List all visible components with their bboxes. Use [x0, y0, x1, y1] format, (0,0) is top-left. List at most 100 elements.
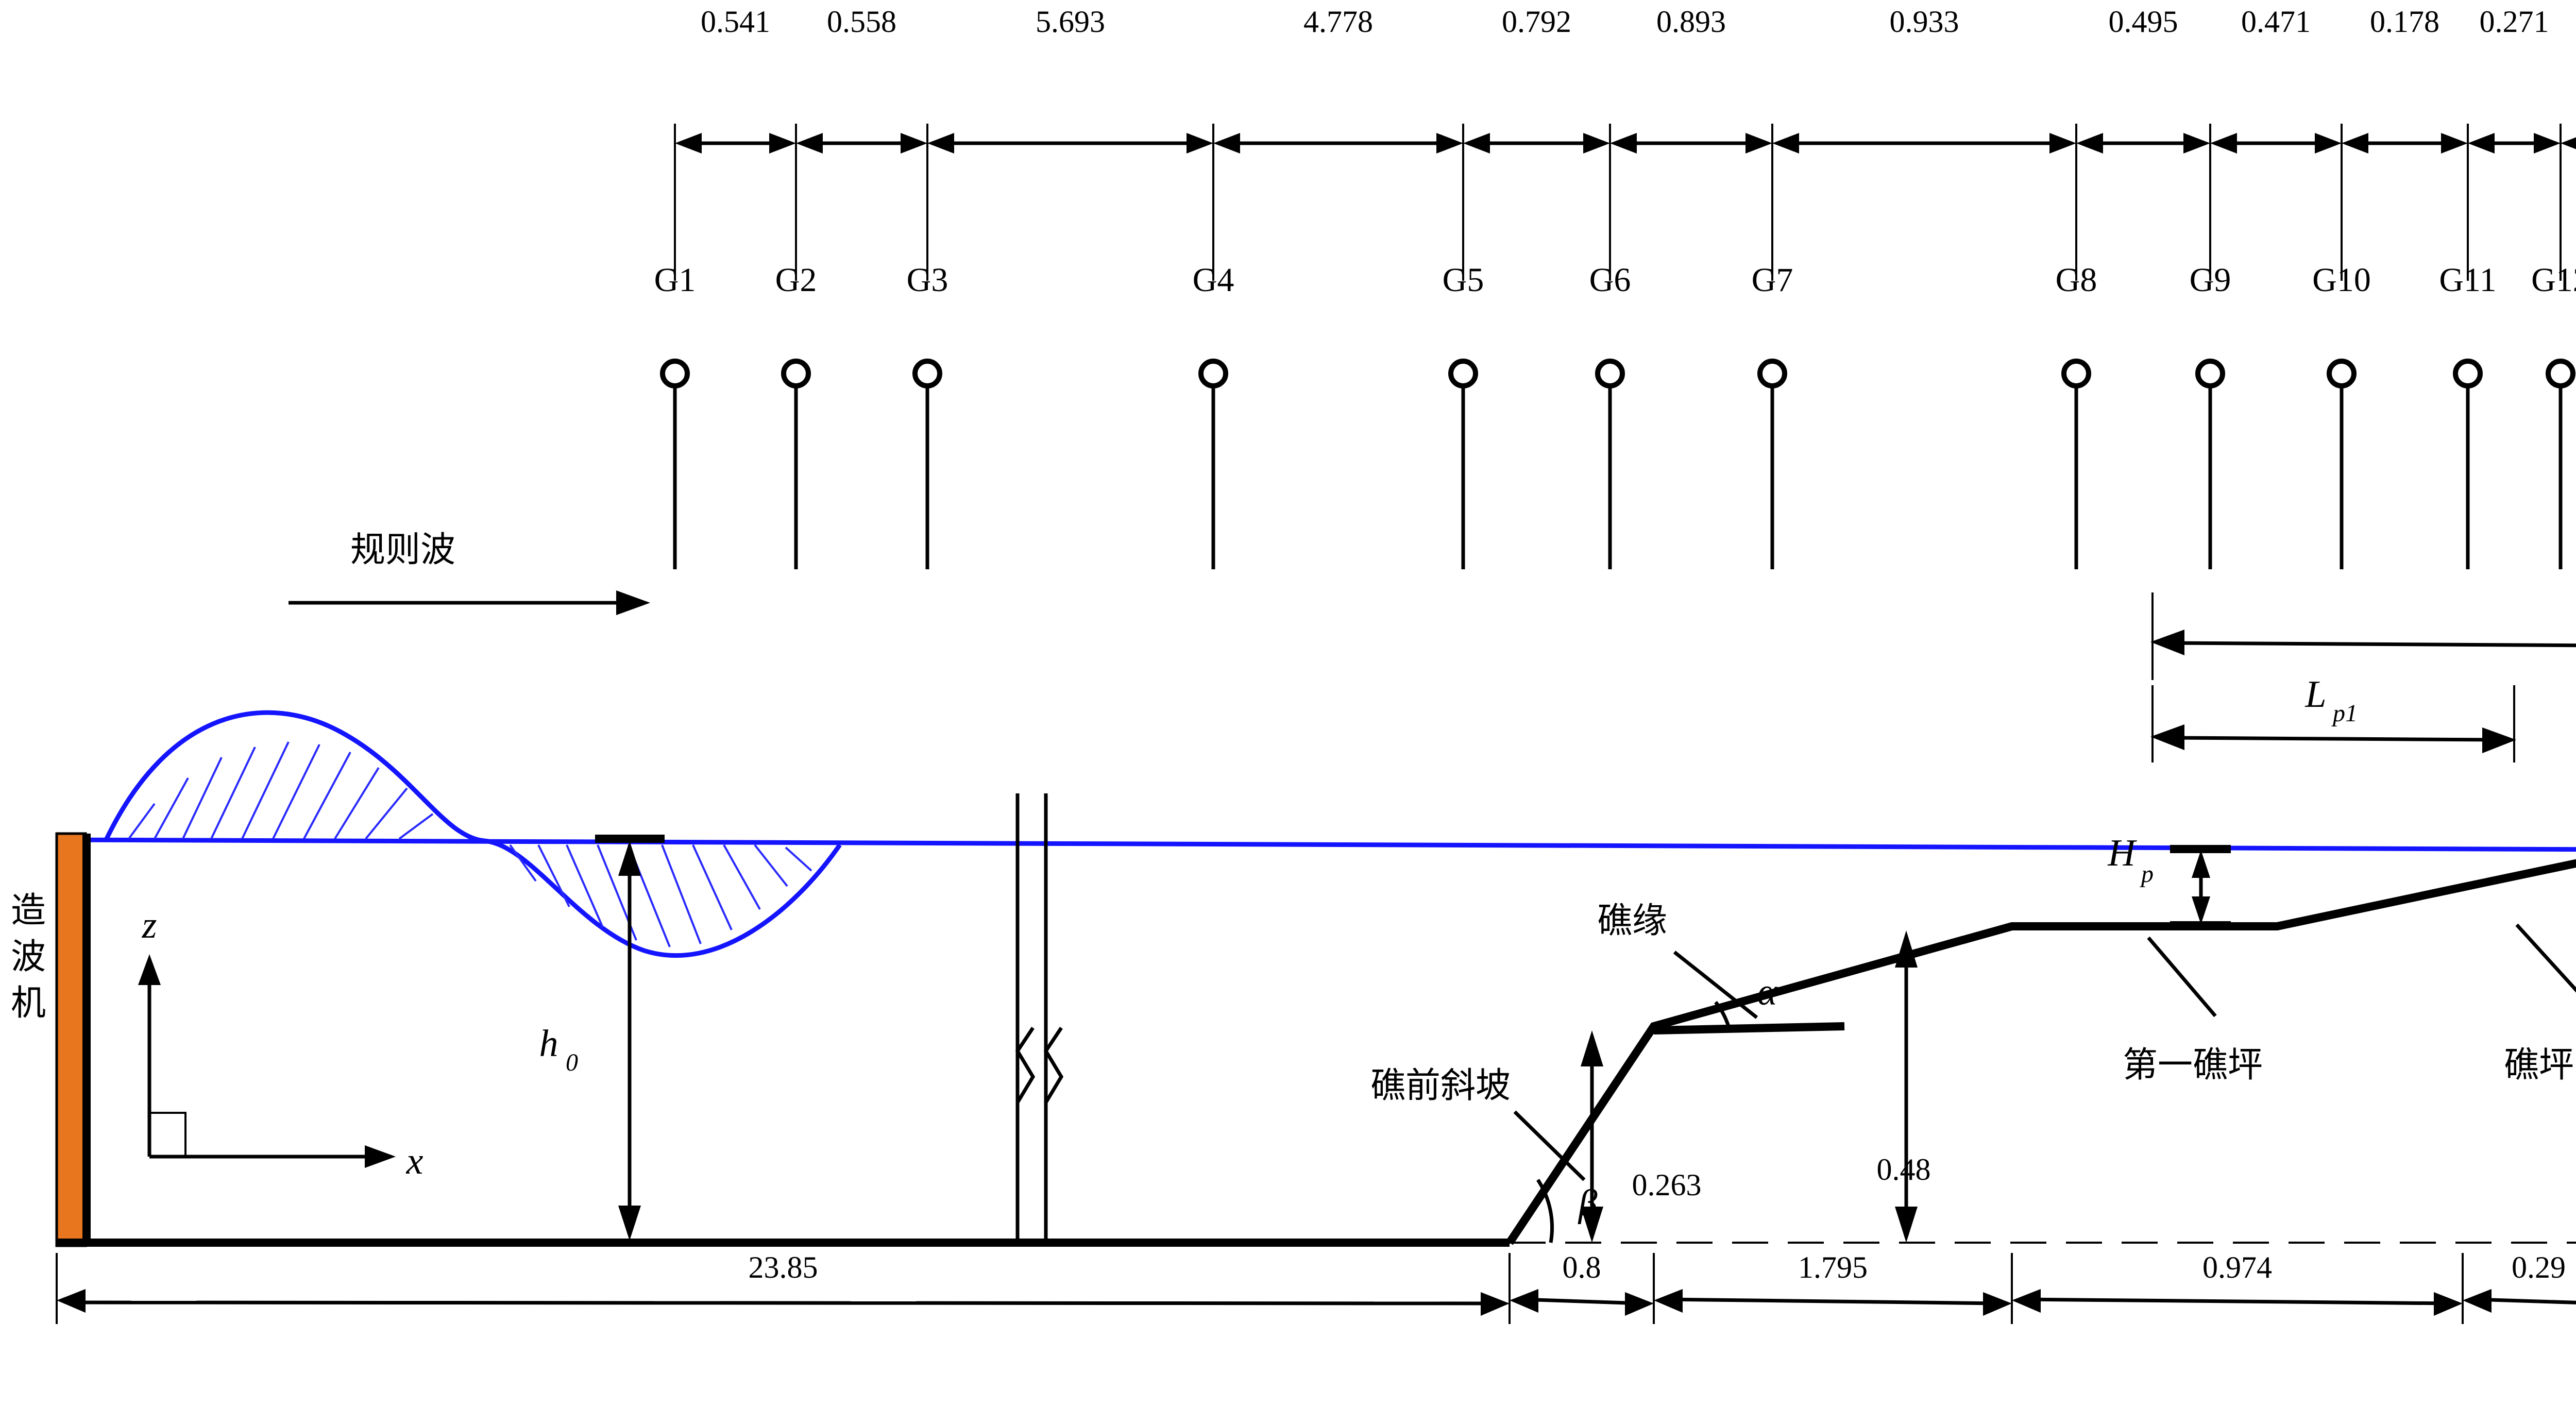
bottom-dim-value: 0.8: [1563, 1250, 1601, 1284]
wave-hatching: [128, 741, 812, 947]
top-dim-arrow-left: [2076, 133, 2103, 154]
top-dim-value: 0.792: [1502, 5, 1571, 39]
top-dim-arrow-right: [2315, 133, 2342, 154]
gauge-label-g5: G5: [1443, 261, 1484, 299]
coordinate-axes: [138, 954, 396, 1168]
reef-edge-label: 礁缘: [1597, 901, 1667, 941]
top-dim-value: 0.541: [701, 5, 770, 39]
Hp-dimension: [2170, 845, 2231, 929]
fore-reef-leader: [1513, 1110, 1586, 1181]
height-048-first-value: 0.48: [1877, 1152, 1931, 1186]
top-dim-arrow-right: [1583, 133, 1610, 154]
gauge-head-g3: [912, 359, 942, 388]
first-reef-flat-label: 第一礁坪: [2123, 1045, 2263, 1086]
top-dim-arrow-left: [1772, 133, 1799, 154]
bottom-dim-arrow-right: [2434, 1292, 2463, 1316]
top-dim-value: 0.558: [827, 5, 896, 39]
gauge-label-g4: G4: [1193, 261, 1234, 299]
top-dim-value: 0.893: [1656, 5, 1726, 39]
top-dim-value: 0.933: [1890, 5, 1959, 39]
top-dim-value: 5.693: [1036, 5, 1105, 39]
svg-text:机: 机: [11, 983, 46, 1024]
Hp-symbol: H: [2107, 832, 2137, 874]
gauge-head-g7: [1757, 359, 1787, 388]
bottom-dim-value: 0.29: [2512, 1250, 2566, 1284]
top-dim-arrow-right: [1745, 133, 1772, 154]
gauge-head-g9: [2195, 359, 2225, 388]
wavemaker-paddle: [55, 832, 87, 1247]
fore-reef-slope-label: 礁前斜坡: [1370, 1065, 1511, 1106]
bottom-dim-arrow-left: [1654, 1289, 1683, 1313]
top-dim-arrow-left: [1213, 133, 1240, 154]
wavemaker-label: 造 波 机: [11, 890, 46, 1024]
gauge-head-g8: [2061, 359, 2091, 388]
top-dim-arrow-left: [1610, 133, 1637, 154]
gauge-label-g9: G9: [2190, 261, 2231, 299]
first-flat-leader: [2147, 936, 2217, 1018]
top-dim-arrow-left: [675, 133, 702, 154]
top-dim-value: 0.178: [2370, 5, 2439, 39]
wave-gauge-array: G1G2G3G4G5G6G7G8G9G10G11G12G13G14G15: [654, 261, 2576, 569]
top-dim-arrow-right: [1436, 133, 1463, 154]
gauge-label-g10: G10: [2312, 261, 2371, 299]
gauge-head-g4: [1198, 359, 1228, 388]
bottom-dim-arrow-right: [1983, 1292, 2012, 1316]
gauge-head-g1: [660, 359, 690, 388]
top-dim-value: 0.471: [2241, 5, 2311, 39]
still-water-line: [56, 837, 2576, 852]
gauge-label-g2: G2: [775, 261, 817, 299]
top-dim-value: 0.495: [2109, 5, 2178, 39]
svg-text:造: 造: [11, 890, 46, 931]
top-dim-arrow-left: [2210, 133, 2237, 154]
top-dim-arrow-left: [1463, 133, 1490, 154]
svg-text:波: 波: [11, 937, 46, 977]
h0-subscript: 0: [566, 1049, 578, 1076]
bottom-dim-line: [2023, 1297, 2452, 1306]
bottom-dim-arrow-right: [1625, 1292, 1654, 1316]
gauge-head-g12: [2546, 359, 2575, 388]
bottom-dim-arrow-left: [57, 1289, 86, 1313]
incident-wave-profile: [103, 710, 842, 958]
top-dim-value: 0.271: [2480, 5, 2549, 39]
top-dim-value: 4.778: [1303, 5, 1373, 39]
gauge-label-g1: G1: [654, 261, 696, 299]
bottom-dim-line: [67, 1300, 1499, 1306]
alpha-label: α: [1757, 971, 1778, 1013]
gauge-head-g6: [1595, 359, 1625, 388]
top-dim-arrow-left: [2342, 133, 2368, 154]
gauge-label-g3: G3: [907, 261, 948, 299]
top-dim-arrow-right: [2183, 133, 2210, 154]
top-dim-arrow-left: [927, 133, 954, 154]
height-0263-value: 0.263: [1632, 1168, 1702, 1202]
top-dim-arrow-right: [2534, 133, 2561, 154]
top-dim-arrow-left: [2561, 137, 2576, 149]
h0-symbol: h: [539, 1023, 558, 1065]
gauge-label-g7: G7: [1752, 261, 1793, 299]
bottom-dim-value: 0.974: [2202, 1250, 2272, 1284]
top-dim-arrow-right: [1187, 133, 1213, 154]
alpha-ref-line: [1653, 1022, 1845, 1035]
Hp-subscript: p: [2140, 860, 2154, 888]
beta-arc: [1536, 1179, 1554, 1243]
Lp1-dimension: [2150, 685, 2516, 762]
bottom-dim-value: 1.795: [1798, 1250, 1868, 1284]
height-0263: [1581, 1030, 1603, 1243]
gauge-label-g11: G11: [2439, 261, 2496, 299]
alpha-arc: [1714, 1001, 1731, 1027]
bottom-dim-arrow-left: [2012, 1289, 2041, 1313]
top-dim-arrow-right: [2049, 133, 2076, 154]
gauge-head-g11: [2453, 359, 2483, 388]
Lp1-symbol: L: [2304, 673, 2326, 716]
top-dimension-chain: 0.541 0.558 5.693 4.778 0.792 0.893 0.933 0.495…: [674, 5, 2576, 281]
reef-flat-step-label: 礁坪台阶: [2504, 1045, 2576, 1086]
top-dim-arrow-left: [796, 133, 823, 154]
bottom-dim-line: [1665, 1297, 2001, 1306]
wave-direction-arrow: [289, 590, 650, 615]
top-dim-arrow-right: [769, 133, 796, 154]
bottom-dim-value: 23.85: [749, 1250, 818, 1284]
bottom-dim-line: [2473, 1297, 2576, 1304]
regular-wave-label: 规则波: [350, 530, 455, 570]
bottom-dim-arrow-left: [1510, 1289, 1538, 1313]
